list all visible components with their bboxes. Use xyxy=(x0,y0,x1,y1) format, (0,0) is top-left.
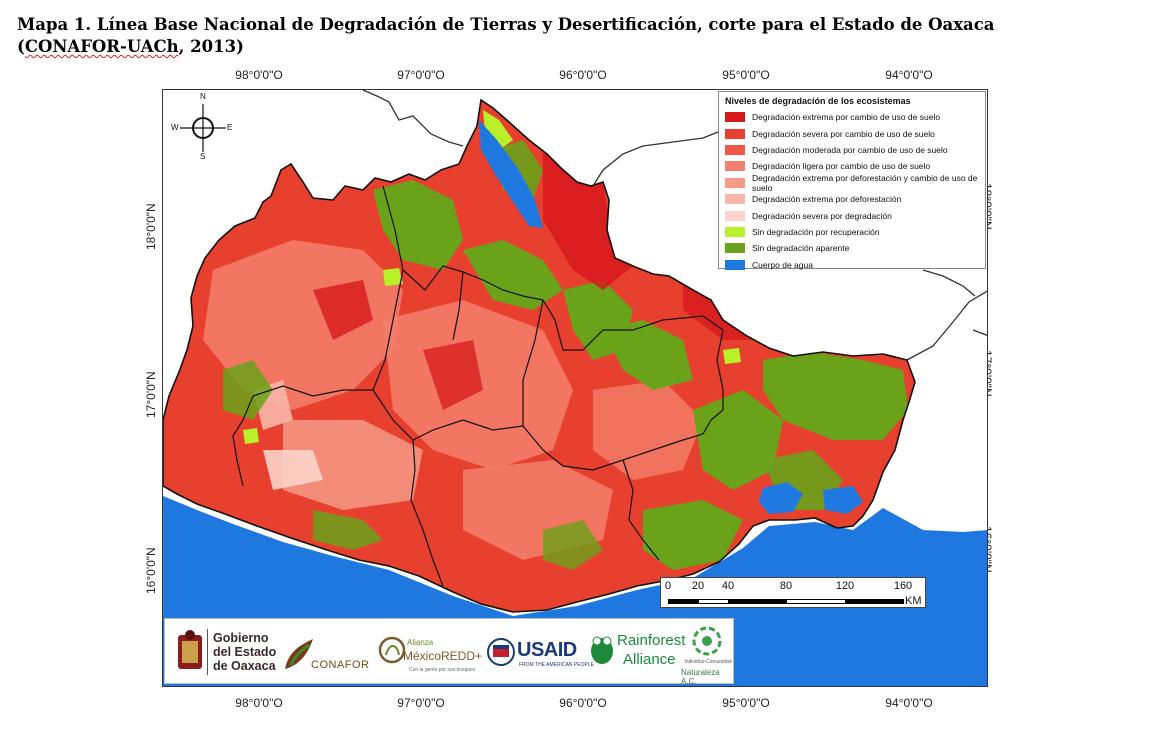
legend-label: Cuerpo de agua xyxy=(752,259,813,270)
lon-label-bottom-94: 94°0'0"O xyxy=(885,696,933,710)
scale-tick-20: 20 xyxy=(691,580,705,592)
rainforest-alliance-logo-2: Alliance xyxy=(623,651,676,668)
partner-logos: Gobierno del Estado de Oaxaca CONAFOR Al… xyxy=(164,618,734,686)
oaxaca-coat-of-arms-icon xyxy=(178,630,202,669)
scale-tick-40: 40 xyxy=(721,580,735,592)
legend-swatch xyxy=(725,128,745,139)
scale-bar: 0 20 40 80 120 160 KM xyxy=(660,577,926,608)
legend-swatch xyxy=(725,226,745,237)
legend-item: Degradación moderada por cambio de uso d… xyxy=(719,142,985,158)
legend-label: Degradación severa por degradación xyxy=(752,210,892,221)
map-title-source: CONAFOR-UACh xyxy=(24,37,179,56)
compass-rose-icon xyxy=(180,104,226,152)
scale-tick-120: 120 xyxy=(835,580,855,592)
legend-item: Degradación extrema por deforestación y … xyxy=(719,172,985,193)
naturaleza-circle-icon xyxy=(692,626,722,656)
lon-label-bottom-97: 97°0'0"O xyxy=(397,696,445,710)
legend-label: Degradación extrema por deforestación xyxy=(752,194,902,205)
legend-label: Sin degradación por recuperación xyxy=(752,226,880,237)
north-arrow: N S W E xyxy=(170,92,236,164)
legend-item: Degradación extrema por cambio de uso de… xyxy=(719,109,985,125)
compass-w: W xyxy=(171,123,179,132)
rainforest-frog-icon xyxy=(591,636,613,664)
legend: Niveles de degradación de los ecosistema… xyxy=(718,91,986,270)
scale-tick-0: 0 xyxy=(664,580,672,592)
gobierno-oaxaca-logo: Gobierno del Estado de Oaxaca xyxy=(213,631,277,673)
naturaleza-tagline: Individuo-Comunidad xyxy=(684,659,732,665)
mexico-redd-logo: MéxicoREDD+ xyxy=(403,649,483,663)
lat-label-left-16: 16°0'0"N xyxy=(144,547,158,594)
legend-swatch xyxy=(725,194,745,205)
legend-label: Degradación extrema por cambio de uso de… xyxy=(752,112,941,123)
legend-item: Cuerpo de agua xyxy=(719,257,985,273)
lon-label-top-98: 98°0'0"O xyxy=(235,68,283,82)
legend-item: Degradación ligera por cambio de uso de … xyxy=(719,158,985,174)
lon-label-top-94: 94°0'0"O xyxy=(885,68,933,82)
rainforest-alliance-logo: Rainforest xyxy=(617,632,686,649)
legend-swatch xyxy=(725,243,745,254)
map-title-line1: Mapa 1. Línea Base Nacional de Degradaci… xyxy=(17,15,995,34)
legend-item: Degradación severa por degradación xyxy=(719,207,985,223)
scale-segment-5 xyxy=(845,599,904,604)
usaid-tagline: FROM THE AMERICAN PEOPLE xyxy=(519,662,594,668)
lon-label-bottom-96: 96°0'0"O xyxy=(559,696,607,710)
region-boundaries xyxy=(232,185,724,587)
compass-n: N xyxy=(200,92,206,101)
lon-label-bottom-98: 98°0'0"O xyxy=(235,696,283,710)
compass-s: S xyxy=(200,152,206,161)
lon-label-top-96: 96°0'0"O xyxy=(559,68,607,82)
map-title-line2: (CONAFOR-UACh, 2013) xyxy=(17,37,244,56)
logo-divider xyxy=(207,629,208,675)
scale-segment-1 xyxy=(668,599,699,604)
legend-item: Sin degradación por recuperación xyxy=(719,224,985,240)
lat-label-left-17: 17°0'0"N xyxy=(144,371,158,418)
legend-item: Sin degradación aparente xyxy=(719,240,985,256)
legend-swatch xyxy=(725,210,745,221)
scale-segment-4 xyxy=(786,599,846,604)
scale-unit: KM xyxy=(905,595,922,607)
conafor-logo: CONAFOR xyxy=(311,659,370,671)
legend-item: Degradación severa por cambio de uso de … xyxy=(719,125,985,141)
compass-e: E xyxy=(227,123,233,132)
usaid-logo: USAID xyxy=(517,639,577,661)
alianza-mexico-redd-icon xyxy=(378,636,406,664)
usaid-seal-icon xyxy=(487,638,515,666)
map-title: Mapa 1. Línea Base Nacional de Degradaci… xyxy=(17,14,1139,58)
legend-swatch xyxy=(725,112,745,123)
mexico-redd-alianza: Alianza xyxy=(407,638,434,647)
lon-label-bottom-95: 95°0'0"O xyxy=(722,696,770,710)
legend-label: Degradación moderada por cambio de uso d… xyxy=(752,144,948,155)
mexico-redd-tagline: Con la gente por sus bosques xyxy=(409,667,476,673)
legend-label: Degradación extrema por deforestación y … xyxy=(752,172,978,193)
scale-tick-80: 80 xyxy=(779,580,793,592)
lon-label-top-95: 95°0'0"O xyxy=(722,68,770,82)
legend-label: Degradación ligera por cambio de uso de … xyxy=(752,161,931,172)
conafor-leaf-icon xyxy=(285,639,313,669)
degradation-raster xyxy=(203,110,915,570)
legend-swatch xyxy=(725,177,745,188)
legend-label: Sin degradación aparente xyxy=(752,243,850,254)
naturaleza-logo: Naturaleza A.C. xyxy=(681,668,720,686)
legend-swatch xyxy=(725,259,745,270)
scale-segment-2 xyxy=(698,599,729,604)
legend-label: Degradación severa por cambio de uso de … xyxy=(752,128,935,139)
legend-swatch xyxy=(725,161,745,172)
legend-swatch xyxy=(725,144,745,155)
lat-label-left-18: 18°0'0"N xyxy=(144,203,158,250)
lon-label-top-97: 97°0'0"O xyxy=(397,68,445,82)
legend-title: Niveles de degradación de los ecosistema… xyxy=(725,96,911,106)
legend-item: Degradación extrema por deforestación xyxy=(719,191,985,207)
scale-tick-160: 160 xyxy=(893,580,913,592)
scale-segment-3 xyxy=(728,599,787,604)
